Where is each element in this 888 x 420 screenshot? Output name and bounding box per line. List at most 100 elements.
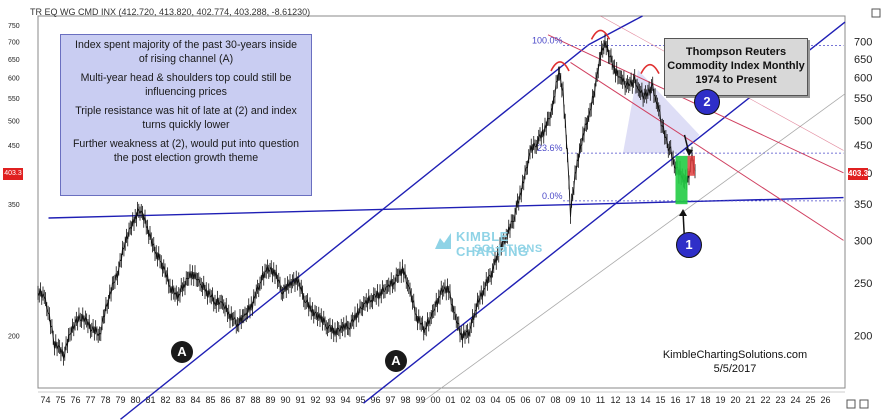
x-tick-label: 00 (430, 395, 440, 405)
x-tick-label: 22 (760, 395, 770, 405)
x-tick-label: 76 (70, 395, 80, 405)
x-tick-label: 06 (520, 395, 530, 405)
y-tick-label-right: 600 (854, 73, 872, 85)
downtrend-lower (570, 62, 844, 241)
x-tick-label: 83 (175, 395, 185, 405)
x-tick-label: 85 (205, 395, 215, 405)
note-2: Multi-year head & shoulders top could st… (80, 72, 292, 98)
credit: KimbleChartingSolutions.com 5/5/2017 (660, 348, 810, 376)
x-tick-label: 19 (715, 395, 725, 405)
x-tick-label: 78 (100, 395, 110, 405)
x-tick-label: 01 (445, 395, 455, 405)
x-tick-label: 97 (385, 395, 395, 405)
x-tick-label: 12 (610, 395, 620, 405)
expand-icon (871, 8, 881, 18)
channel-upper-line (120, 44, 589, 420)
y-tick-label-right: 300 (854, 235, 872, 247)
x-tick-label: 86 (220, 395, 230, 405)
y-tick-label-left: 700 (8, 39, 20, 46)
price-line (37, 40, 696, 359)
x-tick-label: 77 (85, 395, 95, 405)
x-tick-label: 96 (370, 395, 380, 405)
y-tick-label-right: 550 (854, 93, 872, 105)
y-tick-label-right: 350 (854, 199, 872, 211)
x-tick-label: 02 (460, 395, 470, 405)
logo-line-1: KIMBLE CHARTING (456, 229, 529, 259)
x-tick-label: 16 (670, 395, 680, 405)
red-highlight-bar (687, 155, 695, 176)
fib-level-label: 100.0% (532, 35, 563, 45)
x-tick-label: 20 (730, 395, 740, 405)
x-tick-label: 13 (625, 395, 635, 405)
y-tick-label-left: 750 (8, 23, 20, 30)
x-tick-label: 95 (355, 395, 365, 405)
y-tick-label-left: 550 (8, 96, 20, 103)
x-tick-label: 24 (790, 395, 800, 405)
y-tick-label-left: 350 (8, 202, 20, 209)
arrow-2-head (685, 148, 693, 157)
x-tick-label: 75 (55, 395, 65, 405)
fib-level-label: 23.6% (537, 143, 563, 153)
zoom-out-icon (846, 399, 856, 409)
x-tick-label: 03 (475, 395, 485, 405)
x-tick-label: 23 (775, 395, 785, 405)
x-tick-label: 21 (745, 395, 755, 405)
x-tick-label: 92 (310, 395, 320, 405)
x-tick-label: 05 (505, 395, 515, 405)
x-tick-label: 26 (820, 395, 830, 405)
x-tick-label: 25 (805, 395, 815, 405)
zoom-in-icon (859, 399, 869, 409)
credit-date: 5/5/2017 (713, 363, 757, 375)
x-tick-label: 17 (685, 395, 695, 405)
notes-box: Index spent majority of the past 30-year… (60, 34, 312, 196)
left-price-badge: 403.3 (3, 168, 23, 180)
x-tick-label: 84 (190, 395, 200, 405)
logo-mark-icon (435, 233, 451, 249)
y-tick-label-right: 500 (854, 115, 872, 127)
x-tick-label: 94 (340, 395, 350, 405)
y-tick-label-left: 450 (8, 143, 20, 150)
x-tick-label: 82 (160, 395, 170, 405)
marker-1: 1 (676, 232, 702, 258)
x-tick-label: 11 (596, 395, 605, 405)
x-tick-label: 88 (250, 395, 260, 405)
y-tick-label-left: 500 (8, 118, 20, 125)
last-price-badge: 403.3 (848, 168, 869, 180)
x-tick-label: 14 (640, 395, 650, 405)
x-tick-label: 90 (280, 395, 290, 405)
channel-mid-line (420, 93, 846, 404)
marker-2: 2 (694, 89, 720, 115)
x-tick-label: 18 (700, 395, 710, 405)
x-tick-label: 81 (145, 395, 155, 405)
x-tick-label: 07 (535, 395, 545, 405)
y-tick-label-right: 200 (854, 331, 872, 343)
title-line-2: Commodity Index Monthly (667, 60, 805, 72)
x-tick-label: 89 (265, 395, 275, 405)
title-line-3: 1974 to Present (695, 74, 777, 86)
ohlc-header: TR EQ WG CMD INX (412.720, 413.820, 402.… (30, 7, 311, 17)
x-tick-label: 04 (490, 395, 500, 405)
x-tick-label: 99 (415, 395, 425, 405)
title-line-1: Thompson Reuters (685, 46, 787, 58)
head-shoulders-arc (590, 29, 611, 40)
y-tick-label-right: 450 (854, 140, 872, 152)
x-tick-label: 10 (580, 395, 590, 405)
marker-a-right: A (385, 350, 407, 372)
y-tick-label-left: 600 (8, 76, 20, 83)
marker-a-left: A (171, 341, 193, 363)
x-tick-label: 79 (115, 395, 125, 405)
note-1: Index spent majority of the past 30-year… (75, 39, 297, 65)
head-shoulders-arc (640, 63, 660, 75)
y-tick-label-left: 200 (8, 334, 20, 341)
x-tick-label: 74 (40, 395, 50, 405)
x-tick-label: 93 (325, 395, 335, 405)
x-tick-label: 91 (295, 395, 305, 405)
fib-level-label: 0.0% (542, 191, 563, 201)
logo-line-2: SOLUTIONS (474, 243, 543, 255)
note-4: Further weakness at (2), would put into … (72, 138, 300, 164)
arrow-1-head (679, 208, 687, 216)
x-tick-label: 08 (550, 395, 560, 405)
channel-upper-ext (588, 15, 643, 46)
y-tick-label-left: 650 (8, 57, 20, 64)
x-tick-label: 98 (400, 395, 410, 405)
